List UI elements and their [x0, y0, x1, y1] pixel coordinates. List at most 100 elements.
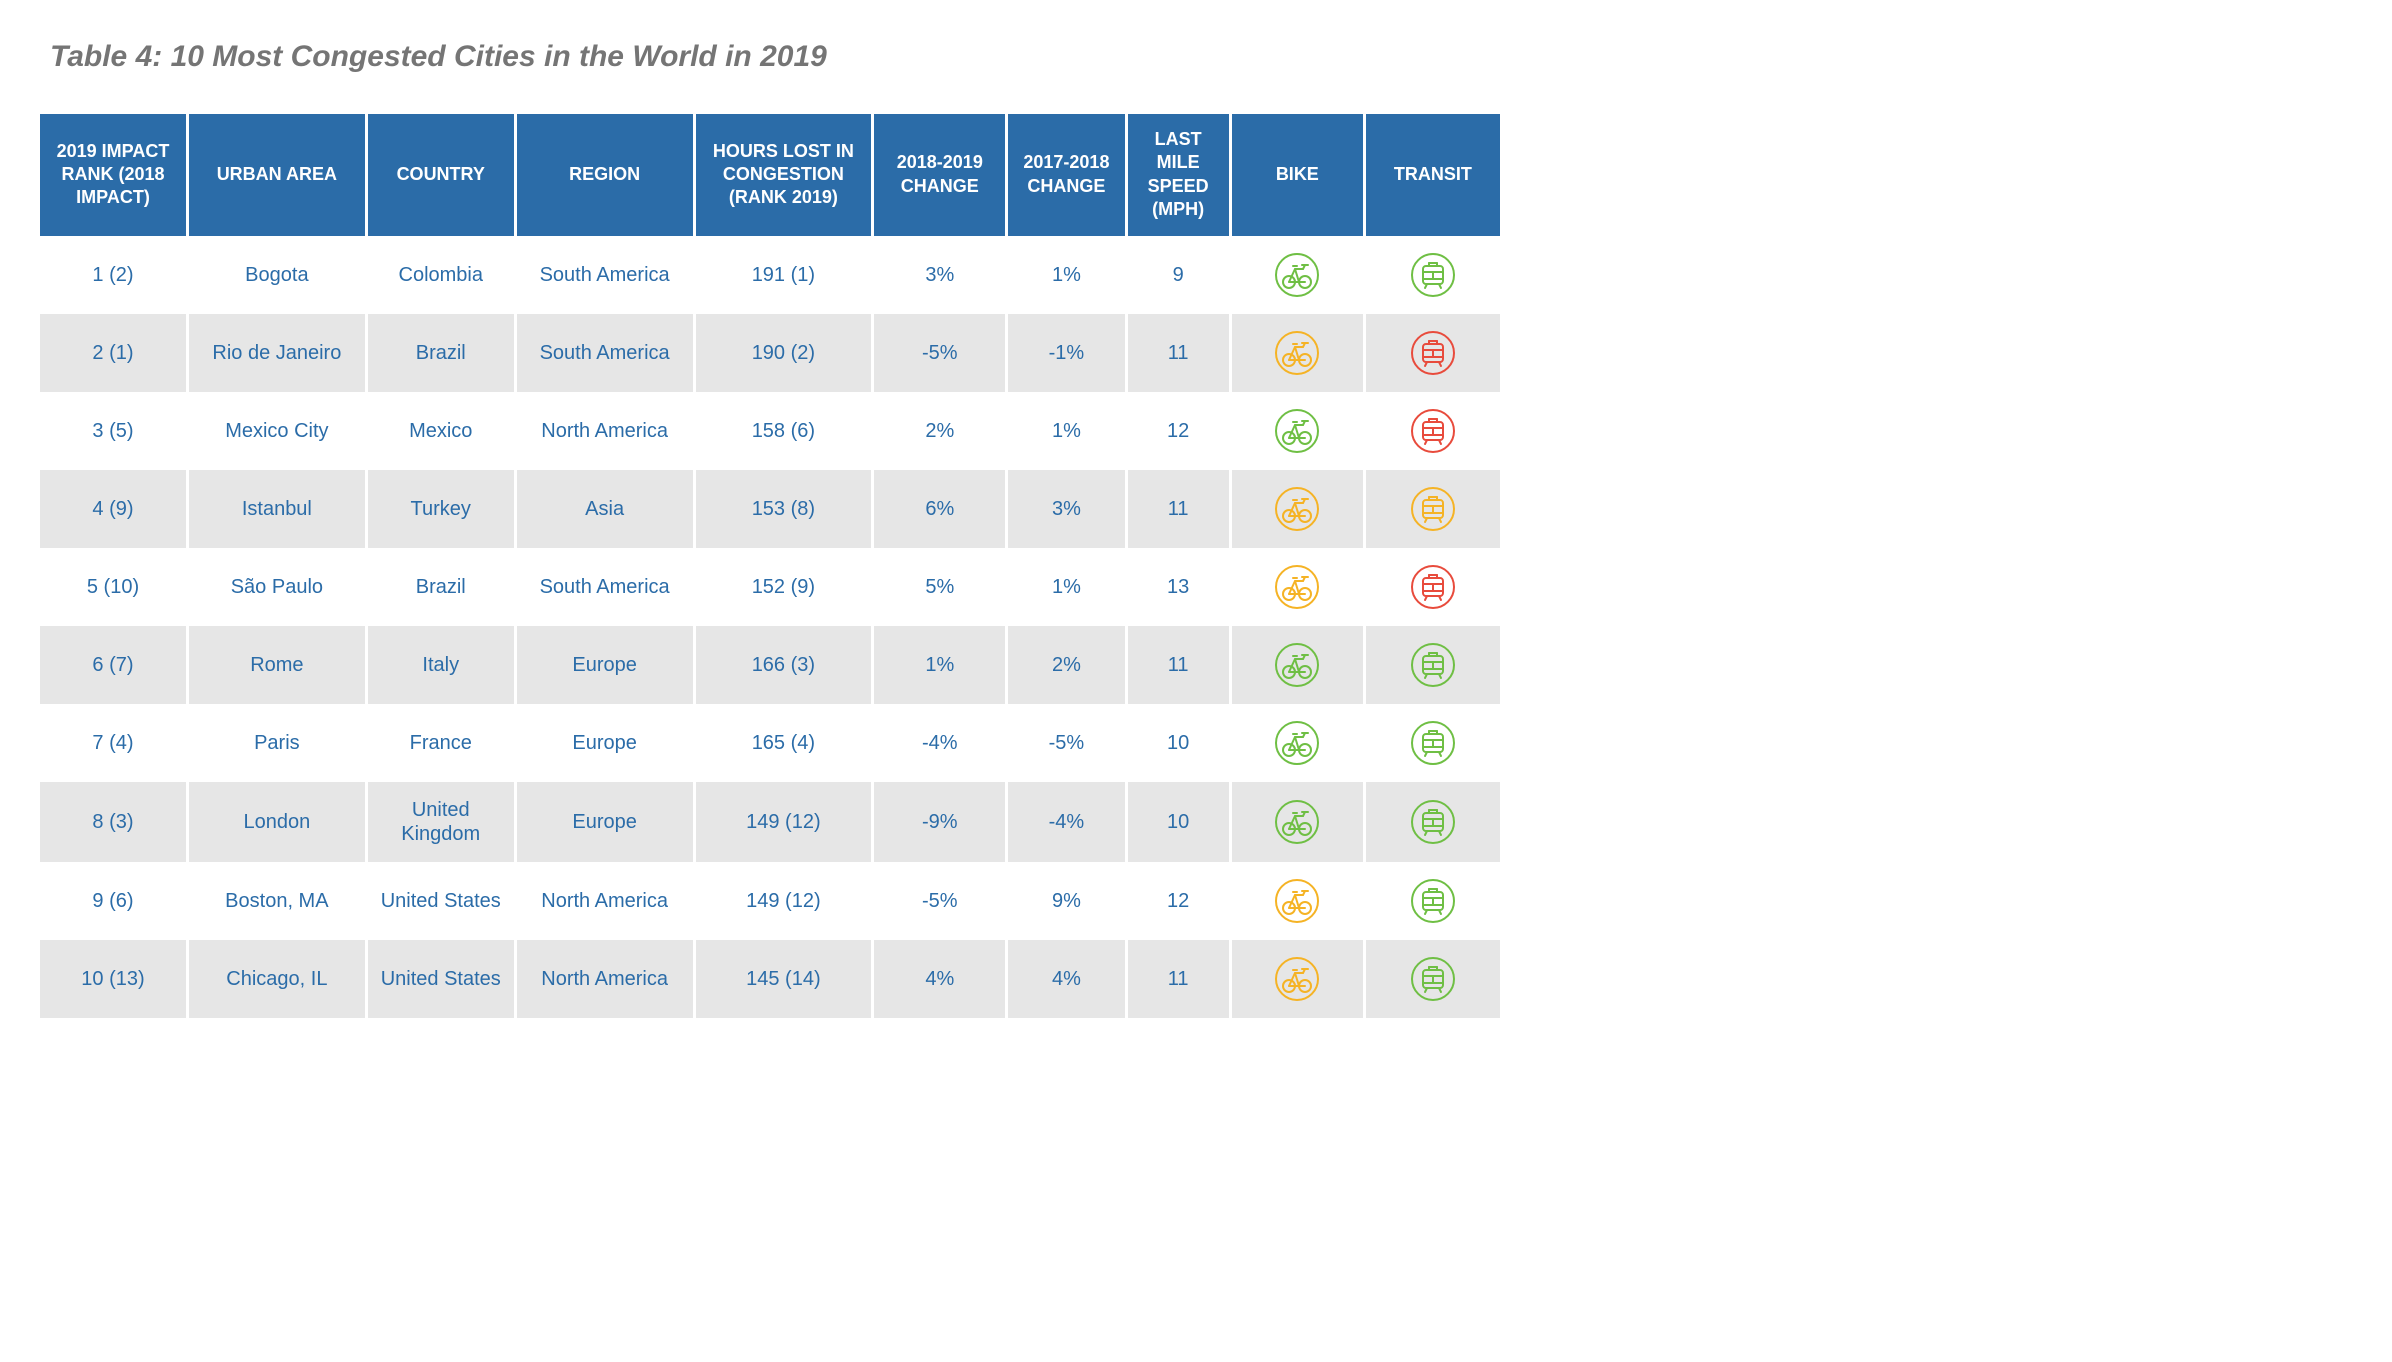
cell-rank: 9 (6) [40, 862, 189, 940]
th-country: COUNTRY [368, 114, 517, 236]
cell-transit [1366, 626, 1500, 704]
transit-icon [1372, 486, 1494, 532]
cell-urban-area: Bogota [189, 236, 368, 314]
cell-urban-area: São Paulo [189, 548, 368, 626]
table-row: 3 (5)Mexico CityMexicoNorth America158 (… [40, 392, 1500, 470]
cell-hours-lost: 166 (3) [696, 626, 875, 704]
transit-icon [1372, 720, 1494, 766]
cell-change-2018-2019: 3% [874, 236, 1008, 314]
cell-bike [1232, 940, 1366, 1018]
cell-change-2017-2018: 1% [1008, 392, 1127, 470]
cell-urban-area: Paris [189, 704, 368, 782]
cell-country: United Kingdom [368, 782, 517, 862]
cell-change-2018-2019: -9% [874, 782, 1008, 862]
transit-icon [1372, 878, 1494, 924]
th-region: REGION [517, 114, 696, 236]
table-row: 10 (13)Chicago, ILUnited StatesNorth Ame… [40, 940, 1500, 1018]
cell-last-mile-speed: 13 [1128, 548, 1232, 626]
table-title: Table 4: 10 Most Congested Cities in the… [50, 40, 1500, 74]
cell-country: Brazil [368, 314, 517, 392]
cell-last-mile-speed: 9 [1128, 236, 1232, 314]
cell-change-2018-2019: 1% [874, 626, 1008, 704]
cell-country: United States [368, 940, 517, 1018]
cell-region: North America [517, 862, 696, 940]
cell-bike [1232, 470, 1366, 548]
cell-hours-lost: 149 (12) [696, 862, 875, 940]
bike-icon [1238, 956, 1357, 1002]
cell-last-mile-speed: 10 [1128, 704, 1232, 782]
cell-urban-area: London [189, 782, 368, 862]
cell-rank: 4 (9) [40, 470, 189, 548]
table-row: 5 (10)São PauloBrazilSouth America152 (9… [40, 548, 1500, 626]
cell-transit [1366, 392, 1500, 470]
cell-last-mile-speed: 11 [1128, 314, 1232, 392]
cell-country: Turkey [368, 470, 517, 548]
bike-icon [1238, 878, 1357, 924]
cell-rank: 8 (3) [40, 782, 189, 862]
cell-rank: 6 (7) [40, 626, 189, 704]
cell-country: France [368, 704, 517, 782]
table-header-row: 2019 IMPACT RANK (2018 IMPACT) URBAN ARE… [40, 114, 1500, 236]
cell-region: South America [517, 236, 696, 314]
cell-hours-lost: 190 (2) [696, 314, 875, 392]
table-row: 7 (4)ParisFranceEurope165 (4)-4%-5%10 [40, 704, 1500, 782]
cell-hours-lost: 191 (1) [696, 236, 875, 314]
cell-region: Europe [517, 704, 696, 782]
bike-icon [1238, 720, 1357, 766]
cell-region: North America [517, 940, 696, 1018]
cell-transit [1366, 940, 1500, 1018]
cell-transit [1366, 862, 1500, 940]
cell-bike [1232, 392, 1366, 470]
cell-change-2018-2019: -5% [874, 862, 1008, 940]
cell-country: Brazil [368, 548, 517, 626]
cell-change-2017-2018: 1% [1008, 236, 1127, 314]
bike-icon [1238, 330, 1357, 376]
cell-rank: 1 (2) [40, 236, 189, 314]
cell-change-2017-2018: 9% [1008, 862, 1127, 940]
bike-icon [1238, 408, 1357, 454]
cell-region: Asia [517, 470, 696, 548]
cell-change-2018-2019: -4% [874, 704, 1008, 782]
bike-icon [1238, 642, 1357, 688]
cell-change-2018-2019: 2% [874, 392, 1008, 470]
table-row: 8 (3)LondonUnited KingdomEurope149 (12)-… [40, 782, 1500, 862]
transit-icon [1372, 642, 1494, 688]
cell-hours-lost: 153 (8) [696, 470, 875, 548]
cell-change-2018-2019: 4% [874, 940, 1008, 1018]
cell-change-2017-2018: 4% [1008, 940, 1127, 1018]
bike-icon [1238, 799, 1357, 845]
cell-transit [1366, 704, 1500, 782]
cell-change-2018-2019: 5% [874, 548, 1008, 626]
table-row: 2 (1)Rio de JaneiroBrazilSouth America19… [40, 314, 1500, 392]
cell-change-2017-2018: -5% [1008, 704, 1127, 782]
cell-region: North America [517, 392, 696, 470]
cell-rank: 7 (4) [40, 704, 189, 782]
th-rank: 2019 IMPACT RANK (2018 IMPACT) [40, 114, 189, 236]
table-row: 4 (9)IstanbulTurkeyAsia153 (8)6%3%11 [40, 470, 1500, 548]
cell-urban-area: Boston, MA [189, 862, 368, 940]
cell-change-2017-2018: -1% [1008, 314, 1127, 392]
transit-icon [1372, 408, 1494, 454]
cell-transit [1366, 470, 1500, 548]
cell-hours-lost: 149 (12) [696, 782, 875, 862]
th-bike: BIKE [1232, 114, 1366, 236]
cell-bike [1232, 626, 1366, 704]
bike-icon [1238, 252, 1357, 298]
th-transit: TRANSIT [1366, 114, 1500, 236]
cell-change-2018-2019: -5% [874, 314, 1008, 392]
cell-region: Europe [517, 782, 696, 862]
cell-hours-lost: 165 (4) [696, 704, 875, 782]
cell-transit [1366, 548, 1500, 626]
th-speed: LAST MILE SPEED (MPH) [1128, 114, 1232, 236]
transit-icon [1372, 956, 1494, 1002]
cell-country: Colombia [368, 236, 517, 314]
transit-icon [1372, 330, 1494, 376]
cell-transit [1366, 236, 1500, 314]
cell-urban-area: Chicago, IL [189, 940, 368, 1018]
cell-region: South America [517, 314, 696, 392]
cell-urban-area: Rome [189, 626, 368, 704]
cell-last-mile-speed: 12 [1128, 392, 1232, 470]
cell-region: Europe [517, 626, 696, 704]
cell-bike [1232, 236, 1366, 314]
cell-country: Mexico [368, 392, 517, 470]
